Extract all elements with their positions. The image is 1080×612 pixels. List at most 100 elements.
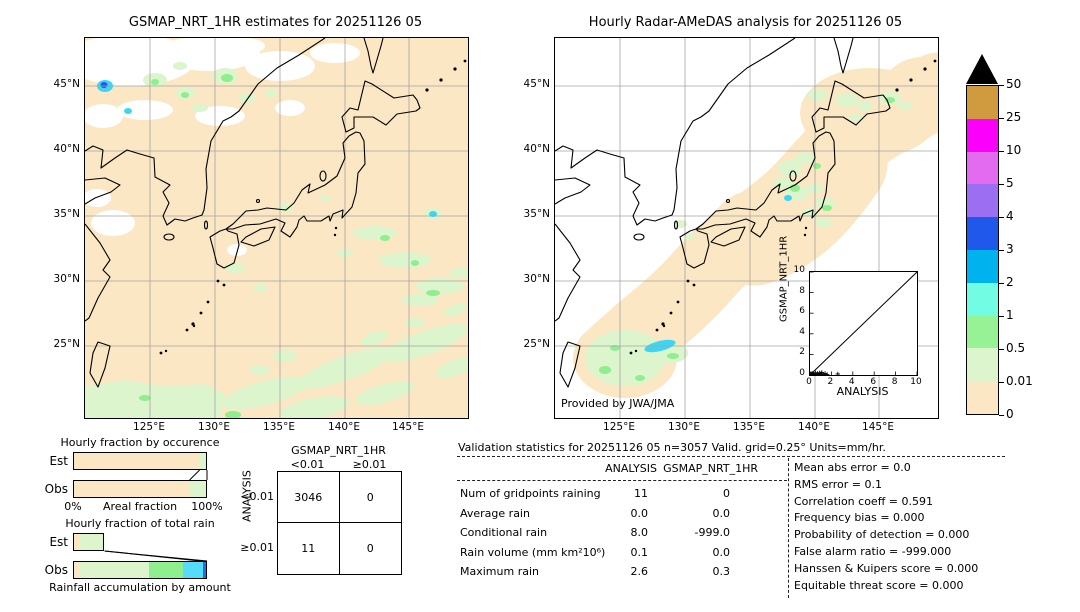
colorbar-tick-mark [999, 151, 1004, 152]
colorbar-tick-mark [999, 118, 1004, 119]
inset-x-tick-label: 4 [848, 377, 855, 387]
bar-segment [74, 534, 80, 550]
stats-row-label: Conditional rain [460, 526, 548, 540]
colorbar-tick-label: 4 [1006, 209, 1014, 223]
bar-segment [74, 562, 80, 578]
totalrain-obs-label: Obs [44, 563, 68, 577]
coastlines [85, 38, 421, 388]
lon-tick-label: 140°E [798, 421, 830, 433]
colorbar-tick-label: 0.01 [1006, 374, 1033, 388]
occurrence-x-max: 100% [191, 500, 223, 513]
divider-top [457, 456, 1005, 457]
lat-tick-label: 30°N [53, 273, 80, 285]
totalrain-xlabel: Rainfall accumulation by amount [49, 581, 231, 594]
score-line: Probability of detection = 0.000 [794, 528, 970, 542]
stats-col-analysis: ANALYSIS [605, 462, 657, 475]
contingency-row-header-2: ≥0.01 [240, 541, 274, 554]
lat-tick-label: 40°N [53, 143, 80, 155]
coastlines [555, 38, 891, 388]
one-to-one-line [810, 272, 917, 375]
occurrence-x-min: 0% [64, 500, 82, 513]
inset-y-tick-label: 6 [799, 306, 805, 317]
lat-tick-label: 25°N [53, 338, 80, 350]
right-map-title: Hourly Radar-AMeDAS analysis for 2025112… [588, 15, 903, 30]
colorbar-tick-mark [999, 85, 1004, 86]
colorbar-over-arrow [966, 54, 998, 84]
totalrain-connectors [104, 550, 208, 562]
bar-connector-line [104, 550, 208, 562]
scatter-inset-xlabel: ANALYSIS [836, 385, 889, 398]
divider-vertical [788, 458, 789, 598]
stats-col-gsmap: GSMAP_NRT_1HR [663, 462, 758, 475]
lat-tick-label: 45°N [53, 78, 80, 90]
stats-analysis-value: 11 [634, 487, 648, 500]
lat-tick-label: 25°N [523, 338, 550, 350]
score-line: Frequency bias = 0.000 [794, 511, 925, 525]
score-list: Mean abs error = 0.0 RMS error = 0.1 Corre… [794, 461, 1008, 595]
colorbar-tick-label: 25 [1006, 110, 1022, 124]
contingency-cell-miss: 11 [278, 523, 340, 574]
colorbar-tick-mark [999, 217, 1004, 218]
score-line: Mean abs error = 0.0 [794, 461, 911, 474]
score-line: Equitable threat score = 0.000 [794, 578, 964, 592]
colorbar-band [967, 217, 998, 250]
stats-row-label: Rain volume (mm km²10⁶) [460, 545, 606, 559]
colorbar-tick-label: 50 [1006, 77, 1022, 91]
inset-x-tick-label: 6 [870, 377, 877, 387]
inset-y-tick-label: 10 [793, 265, 805, 275]
bar-segment [74, 453, 199, 469]
colorbar-tick-mark [999, 382, 1004, 383]
colorbar-band [967, 381, 998, 414]
colorbar-tick-label: 1 [1006, 308, 1014, 322]
lon-tick-label: 135°E [263, 421, 295, 433]
lon-tick-label: 130°E [668, 421, 700, 433]
colorbar-band [967, 184, 998, 218]
colorbar-tick-label: 5 [1006, 176, 1014, 190]
stats-analysis-value: 0.0 [630, 506, 649, 520]
totalrain-chart-title: Hourly fraction of total rain [65, 517, 215, 530]
totalrain-est-bar [73, 533, 207, 551]
stats-gsmap-value: -999.0 [694, 526, 730, 540]
stats-row: Rain volume (mm km²10⁶) 0.1 0.0 [455, 543, 785, 563]
stats-analysis-value: 8.0 [630, 526, 649, 540]
lon-tick-label: 130°E [198, 421, 230, 433]
totalrain-obs-bar [73, 561, 207, 579]
lat-tick-label: 35°N [523, 208, 550, 220]
inset-y-tick-label: 2 [799, 347, 805, 358]
lon-tick-label: 140°E [328, 421, 360, 433]
occurrence-xlabel: Areal fraction [102, 500, 178, 513]
bar-filled-extent [73, 533, 105, 551]
colorbar-band [967, 249, 998, 283]
lat-tick-label: 35°N [53, 208, 80, 220]
contingency-col-header-1: <0.01 [290, 458, 325, 471]
scatter-inset-canvas [810, 272, 917, 375]
inset-x-tick-label: 0 [806, 377, 812, 387]
inset-x-tick-label: 2 [827, 377, 834, 387]
scatter-inset [809, 271, 918, 376]
score-line: False alarm ratio = -999.000 [794, 544, 952, 558]
contingency-cell-correctneg: 0 [366, 542, 374, 555]
stats-row-label: Maximum rain [460, 565, 539, 579]
bar-segment [202, 562, 206, 578]
divider-header [457, 480, 787, 481]
score-line: Hanssen & Kuipers score = 0.000 [794, 561, 979, 575]
contingency-table: 3046 0 11 0 [277, 471, 402, 575]
bar-segment [79, 562, 149, 578]
left-map-title: GSMAP_NRT_1HR estimates for 20251126 05 [128, 15, 423, 30]
colorbar-band [967, 348, 998, 382]
data-credit: Provided by JWA/JMA [561, 397, 675, 410]
inset-y-tick-label: 0 [799, 368, 805, 378]
colorbar-tick-label: 0.5 [1006, 341, 1026, 355]
colorbar-tick-labels: 50 25 10 5 4 3 2 1 0.5 0.01 0 [966, 77, 1046, 421]
bar-segment [74, 481, 189, 497]
stats-gsmap-value: 0.0 [712, 506, 731, 520]
bar-segment [182, 562, 203, 578]
stats-row: Conditional rain 8.0 -999.0 [455, 523, 785, 543]
occurrence-est-bar [73, 452, 207, 470]
small-islands [159, 59, 467, 355]
colorbar-tick-label: 0 [1006, 407, 1014, 421]
score-line: Correlation coeff = 0.591 [794, 494, 933, 508]
occurrence-obs-bar [73, 480, 207, 498]
contingency-row-header-1: <0.01 [240, 490, 274, 503]
